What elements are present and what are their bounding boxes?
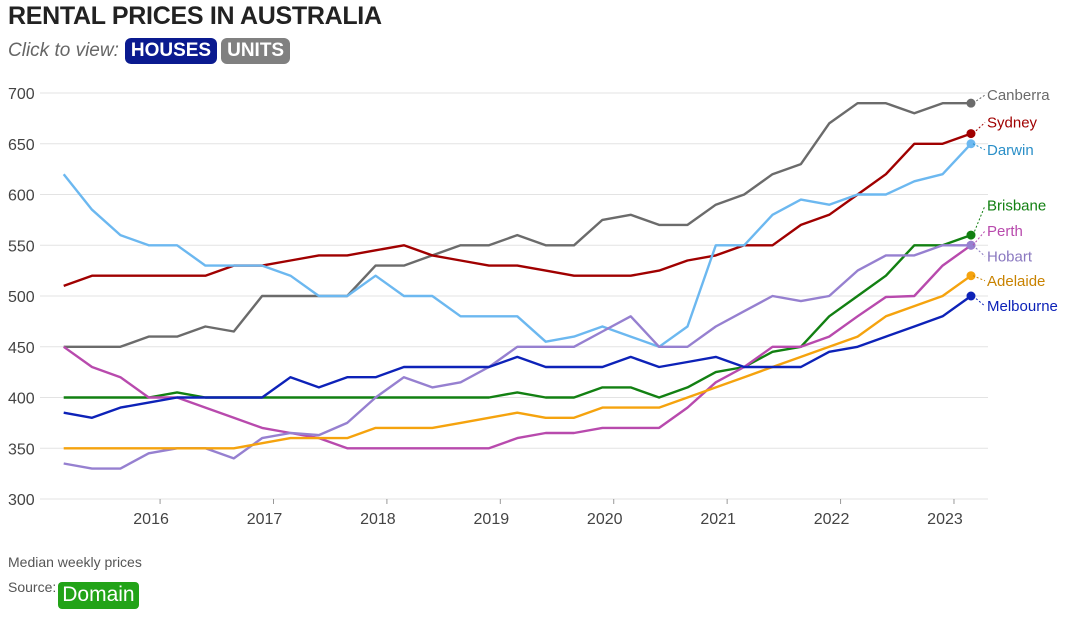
x-tick-label: 2021 (700, 511, 736, 528)
series-line-canberra (63, 101, 971, 348)
series-label-brisbane: Brisbane (987, 198, 1046, 215)
y-tick-label: 400 (8, 391, 35, 408)
x-tick-label: 2018 (360, 511, 396, 528)
series-label-perth: Perth (987, 223, 1023, 240)
end-point-melbourne (966, 291, 976, 301)
end-point-sydney (966, 129, 976, 139)
label-leader (972, 94, 986, 104)
y-tick-label: 550 (8, 238, 35, 255)
y-tick-label: 350 (8, 441, 35, 458)
series-line-perth (63, 244, 972, 450)
view-toggle: Click to view: HOUSES UNITS (8, 38, 291, 64)
chart-title: RENTAL PRICES IN AUSTRALIA (8, 2, 382, 30)
x-tick-label: 2022 (814, 511, 850, 528)
label-leader (972, 205, 986, 236)
end-point-darwin (966, 139, 976, 149)
series-line-adelaide (63, 274, 972, 450)
chart-note: Median weekly prices (8, 554, 142, 570)
x-axis: 2016 2017 2018 2019 2020 2021 2022 2023 (133, 499, 963, 528)
source-label: Source: (8, 579, 57, 595)
series-label-sydney: Sydney (987, 114, 1038, 131)
x-tick-label: 2019 (474, 511, 510, 528)
series-label-adelaide: Adelaide (987, 273, 1045, 290)
y-tick-label: 700 (8, 86, 35, 103)
view-prompt: Click to view: (8, 40, 119, 61)
end-point-canberra (966, 98, 976, 108)
label-leader (972, 230, 986, 246)
series-label-melbourne: Melbourne (987, 298, 1058, 315)
label-leader (972, 275, 986, 282)
series-line-sydney (63, 132, 972, 288)
source-line: Source: Domain (8, 579, 139, 609)
y-axis: 300 350 400 450 500 550 600 650 700 (8, 86, 35, 509)
label-leader (972, 122, 986, 134)
y-tick-label: 650 (8, 137, 35, 154)
series-line-melbourne (63, 295, 972, 419)
end-point-adelaide (966, 271, 976, 281)
label-leader (972, 295, 986, 307)
series-label-canberra: Canberra (987, 87, 1050, 104)
series-line-darwin (62, 142, 972, 348)
end-point-hobart (966, 240, 976, 250)
end-point-brisbane (966, 230, 976, 240)
houses-button[interactable]: HOUSES (124, 38, 218, 64)
series-line-hobart (63, 244, 971, 470)
y-tick-label: 300 (8, 492, 35, 509)
x-tick-label: 2020 (587, 511, 623, 528)
label-leader (972, 244, 986, 257)
domain-logo[interactable]: Domain (58, 582, 139, 609)
x-tick-label: 2017 (247, 511, 283, 528)
x-tick-label: 2023 (927, 511, 963, 528)
series-label-darwin: Darwin (987, 142, 1034, 159)
series-labels: Canberra Sydney Darwin Brisbane Perth Hobart A… (972, 87, 1058, 315)
y-tick-label: 500 (8, 289, 35, 306)
y-tick-label: 450 (8, 340, 35, 357)
y-tick-label: 600 (8, 188, 35, 205)
gridlines (40, 92, 988, 500)
x-tick-label: 2016 (133, 511, 169, 528)
series-label-hobart: Hobart (987, 248, 1033, 265)
units-button[interactable]: UNITS (221, 38, 291, 64)
series-lines (62, 98, 976, 470)
